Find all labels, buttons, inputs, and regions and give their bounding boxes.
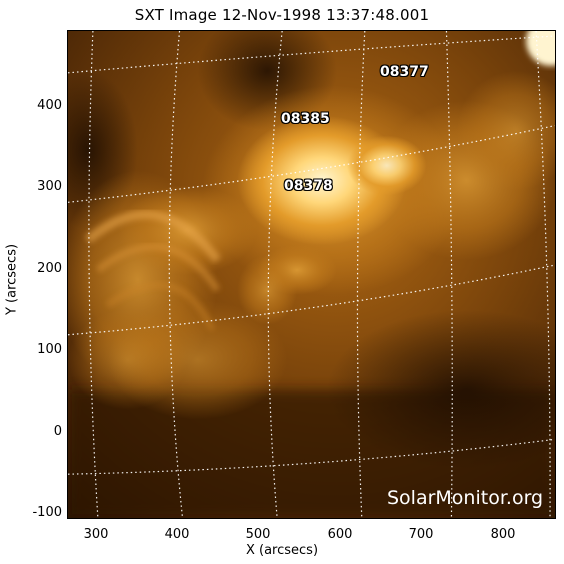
x-tick-label: 300 (83, 527, 109, 542)
coordinate-grid (68, 31, 555, 518)
solar-image (68, 31, 555, 518)
active-region-label: 08378 (284, 178, 333, 194)
x-tick-label: 600 (327, 527, 353, 542)
y-tick-label: -100 (32, 505, 62, 520)
active-region-label: 08377 (380, 64, 429, 80)
y-tick-label: 200 (37, 261, 62, 276)
y-tick-label: 100 (37, 342, 62, 357)
y-tick-label: 400 (37, 98, 62, 113)
y-axis-label: Y (arcsecs) (4, 243, 20, 316)
plot-title: SXT Image 12-Nov-1998 13:37:48.001 (134, 6, 430, 24)
sxt-image-panel (67, 30, 556, 519)
active-region-label: 08385 (281, 111, 330, 127)
y-tick-label: 0 (53, 424, 62, 439)
x-tick-label: 800 (490, 527, 516, 542)
x-tick-label: 400 (164, 527, 190, 542)
x-tick-label: 700 (408, 527, 434, 542)
x-axis-label: X (arcsecs) (245, 543, 319, 558)
solarmonitor-watermark: SolarMonitor.org (387, 487, 544, 509)
y-tick-label: 300 (37, 179, 62, 194)
x-tick-label: 500 (245, 527, 271, 542)
